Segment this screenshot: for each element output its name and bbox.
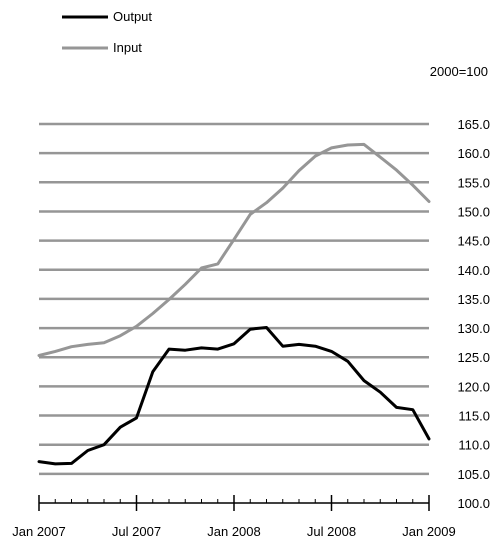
y-tick-label: 140.0 [457, 263, 490, 278]
series-lines [37, 142, 431, 466]
legend-label-output: Output [113, 9, 152, 24]
y-tick-label: 165.0 [457, 117, 490, 132]
y-tick-label: 150.0 [457, 204, 490, 219]
series-line-input [37, 142, 431, 357]
y-tick-label: 125.0 [457, 350, 490, 365]
y-tick-label: 115.0 [458, 409, 490, 424]
x-tick-label: Jan 2007 [12, 524, 66, 539]
x-axis: Jan 2007 Jul 2007 Jan 2008 Jul 2008 Jan 2009 [12, 495, 456, 539]
y-axis-tick-labels: 100.0 105.0 110.0 115.0 120.0 125.0 130.0 135.0… [457, 117, 490, 511]
unit-note: 2000=100 [430, 64, 488, 79]
x-tick-label: Jan 2009 [402, 524, 456, 539]
y-tick-label: 155.0 [457, 175, 490, 190]
legend-label-input: Input [113, 40, 142, 55]
y-tick-label: 130.0 [457, 321, 490, 336]
y-tick-label: 120.0 [457, 379, 490, 394]
y-tick-label: 160.0 [457, 146, 490, 161]
y-tick-label: 110.0 [458, 438, 490, 453]
legend: Output Input [62, 9, 152, 55]
gridlines [39, 122, 429, 476]
y-tick-label: 100.0 [457, 496, 490, 511]
series-line-output [37, 326, 431, 466]
x-tick-label: Jul 2007 [112, 524, 161, 539]
y-tick-label: 135.0 [457, 292, 490, 307]
x-tick-label: Jul 2008 [307, 524, 356, 539]
x-tick-label: Jan 2008 [207, 524, 261, 539]
y-tick-label: 145.0 [457, 234, 490, 249]
y-tick-label: 105.0 [457, 467, 490, 482]
